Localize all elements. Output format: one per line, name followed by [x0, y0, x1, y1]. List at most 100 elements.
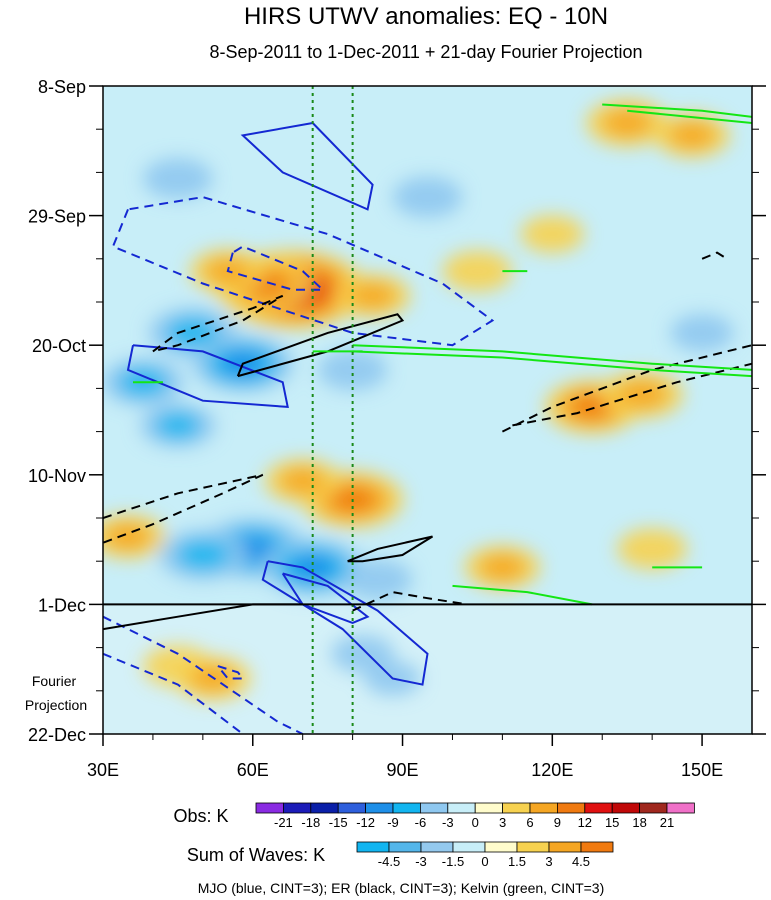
obs-swatch-2 [310, 802, 339, 814]
waves-swatch-7 [580, 841, 614, 853]
obs-level-0: -21 [274, 815, 293, 830]
plot-area [103, 86, 752, 734]
anomaly-blob-4-1 [166, 317, 220, 348]
mjo-contour-0 [240, 122, 374, 211]
obs-swatch-15 [666, 802, 695, 814]
x-tick-label-3: 120E [531, 760, 573, 780]
obs-swatch-3 [337, 802, 367, 814]
projection-label-line1: Fourier [32, 673, 77, 689]
waves-legend-label: Sum of Waves: K [187, 845, 325, 865]
waves-level-1: -3 [415, 854, 427, 869]
anomaly-blob-15-2 [571, 395, 613, 419]
chart-subtitle: 8-Sep-2011 to 1-Dec-2011 + 21-day Fourie… [209, 42, 642, 62]
obs-swatch-10 [529, 802, 558, 814]
waves-swatch-4 [484, 841, 518, 853]
mjo-contour-6 [103, 615, 304, 734]
y-tick-label-3: 10-Nov [28, 466, 86, 486]
waves-swatch-0 [356, 841, 390, 853]
er-contour-9 [152, 294, 284, 353]
x-axis: 30E 60E 90E 120E 150E [87, 734, 723, 780]
x-tick-label-0: 30E [87, 760, 119, 780]
waves-swatch-5 [516, 841, 550, 853]
waves-legend: Sum of Waves: K -4.5 -3 -1.5 0 1.5 3 4.5 [187, 841, 614, 869]
waves-level-3: 0 [481, 854, 488, 869]
anomaly-blob-23-0 [617, 528, 687, 570]
y-tick-label-2: 20-Oct [32, 336, 86, 356]
obs-level-10: 9 [554, 815, 561, 830]
anomaly-blob-13-1 [602, 108, 652, 138]
obs-legend-label: Obs: K [173, 806, 228, 826]
obs-swatch-6 [419, 802, 449, 814]
obs-swatch-8 [474, 802, 504, 814]
kelvin-contour-20 [352, 350, 752, 378]
er-contour-16 [352, 591, 468, 612]
plot-frame [102, 85, 753, 735]
obs-level-6: -3 [442, 815, 454, 830]
anomaly-blob-10-2 [290, 555, 335, 580]
waves-swatch-6 [548, 841, 582, 853]
y-tick-label-5: 22-Dec [28, 725, 86, 745]
anomaly-blob-3-1 [349, 282, 396, 310]
contour-caption: MJO (blue, CINT=3); ER (black, CINT=3); … [198, 880, 605, 896]
x-tick-label-2: 90E [387, 760, 419, 780]
y-tick-label-4: 1-Dec [38, 595, 86, 615]
y-tick-label-0: 8-Sep [38, 77, 86, 97]
obs-swatch-0 [255, 802, 284, 814]
anomaly-blob-25-0 [670, 314, 734, 352]
anomaly-blob-12-0 [342, 559, 413, 601]
anomaly-blob-18-1 [279, 467, 326, 495]
obs-swatch-13 [611, 802, 641, 814]
mjo-contour-1 [111, 196, 495, 347]
er-contour-12 [512, 362, 752, 427]
obs-level-1: -18 [301, 815, 320, 830]
kelvin-contour-21 [352, 344, 752, 371]
obs-level-14: 21 [660, 815, 674, 830]
obs-level-7: 0 [472, 815, 479, 830]
waves-level-4: 1.5 [508, 854, 526, 869]
obs-level-2: -15 [329, 815, 348, 830]
reference-lines [311, 86, 354, 734]
obs-legend: Obs: K -21 -18 -15 -12 -9 -6 -3 0 3 6 9 12 15 18 21 [173, 802, 695, 830]
waves-colorbar: -4.5 -3 -1.5 0 1.5 3 4.5 [356, 841, 614, 869]
obs-swatch-1 [282, 802, 312, 814]
obs-level-4: -9 [387, 815, 399, 830]
anomaly-blob-26-0 [143, 158, 213, 199]
waves-level-2: -1.5 [442, 854, 464, 869]
projection-label-line2: Projection [25, 697, 87, 713]
anomaly-blob-21-1 [105, 523, 151, 550]
waves-level-6: 4.5 [572, 854, 590, 869]
obs-swatch-12 [584, 802, 613, 814]
mjo-contour-5 [281, 572, 370, 624]
obs-swatch-14 [639, 802, 668, 814]
obs-level-3: -12 [356, 815, 375, 830]
anomaly-blob-24-0 [392, 176, 463, 218]
y-axis: 8-Sep 29-Sep 20-Oct 10-Nov 1-Dec 22-Dec [28, 77, 766, 745]
waves-swatch-1 [388, 841, 422, 853]
er-contour-13 [103, 473, 264, 544]
anomaly-blob-7-0 [317, 349, 388, 391]
er-contour-17 [701, 251, 728, 260]
obs-level-8: 3 [499, 815, 506, 830]
obs-swatch-5 [392, 802, 421, 814]
waves-level-5: 3 [545, 854, 552, 869]
anomaly-blob-16-1 [617, 380, 667, 409]
anomaly-blob-11-1 [176, 539, 230, 571]
anomaly-blob-22-1 [479, 554, 526, 581]
anomaly-blob-14-1 [669, 122, 715, 149]
anomaly-blob-20-0 [520, 215, 584, 253]
obs-swatch-7 [447, 802, 476, 814]
obs-colorbar: -21 -18 -15 -12 -9 -6 -3 0 3 6 9 12 15 18 21 [255, 802, 695, 830]
waves-swatch-2 [420, 841, 454, 853]
mjo-contour-4 [261, 560, 429, 686]
waves-swatch-3 [452, 841, 486, 853]
mjo-contour-2 [226, 245, 326, 291]
anomaly-blob-19-0 [442, 250, 513, 292]
x-tick-label-4: 150E [681, 760, 723, 780]
obs-level-5: -6 [415, 815, 427, 830]
obs-level-12: 15 [605, 815, 619, 830]
obs-swatch-4 [365, 802, 394, 814]
obs-swatch-9 [502, 802, 531, 814]
obs-level-13: 18 [632, 815, 646, 830]
kelvin-contour-18 [602, 103, 752, 118]
